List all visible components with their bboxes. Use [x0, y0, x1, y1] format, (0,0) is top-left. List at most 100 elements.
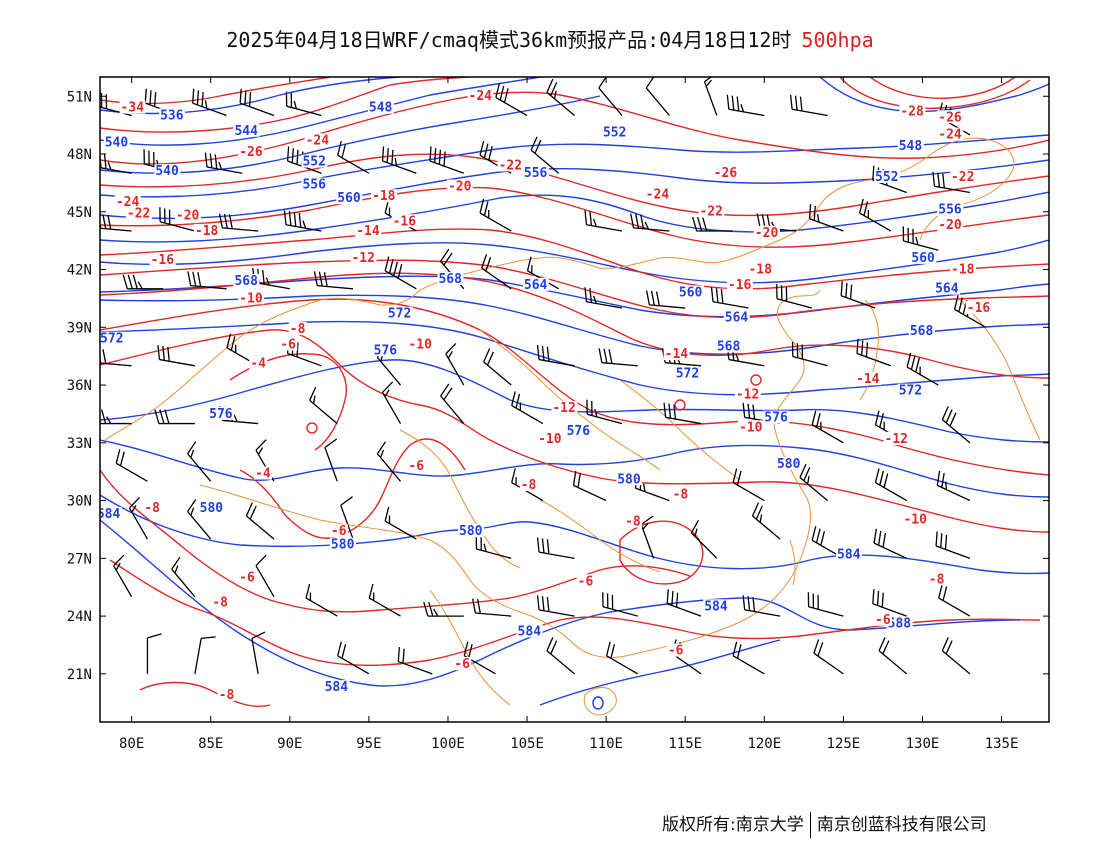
- wind-barb-feather: [541, 596, 545, 611]
- tmp-contour-12: [100, 272, 1049, 379]
- wind-barb-feather: [546, 539, 550, 554]
- temperature-label-bg: [119, 100, 146, 114]
- wind-barb-feather: [265, 277, 270, 286]
- wind-barb-feather: [503, 88, 509, 103]
- wind-barb-feather: [187, 271, 192, 286]
- wind-barb: [511, 391, 544, 425]
- tmp-contour-26: [100, 77, 471, 133]
- geopotential-label-bg: [233, 273, 260, 287]
- lat-tick-label: 21N: [67, 667, 92, 683]
- wind-barb-staff: [382, 160, 417, 174]
- wind-barb: [483, 348, 512, 386]
- geopotential-label-bg: [775, 456, 802, 470]
- wind-barb-staff: [538, 551, 575, 559]
- wind-barb-staff: [776, 298, 812, 309]
- wind-barb: [840, 281, 876, 309]
- lat-tick-label: 30N: [67, 494, 92, 510]
- wind-barb-feather: [861, 340, 864, 356]
- wind-barb-feather: [650, 290, 655, 306]
- hgt-contour-544: [100, 95, 601, 174]
- wind-barb-feather: [93, 348, 96, 362]
- wind-barb-staff: [859, 212, 892, 232]
- wind-barb: [572, 470, 607, 502]
- temperature-label-bg: [193, 223, 220, 237]
- wind-barb-feather: [815, 528, 821, 544]
- wind-barb-staff: [286, 105, 322, 117]
- wind-barb-staff: [954, 308, 987, 328]
- temperature-label-bg: [927, 572, 946, 586]
- wind-barb: [692, 216, 733, 232]
- temperature-label: -20: [755, 226, 779, 241]
- temperature-label: -24: [469, 89, 493, 104]
- wind-barb-feather: [546, 346, 550, 362]
- wind-barb-feather: [302, 220, 307, 229]
- geopotential-label-bg: [198, 501, 225, 515]
- temperature-label-bg: [174, 208, 201, 222]
- geopotential-label: 568: [910, 324, 934, 339]
- wind-barb: [423, 601, 464, 617]
- geopotential-label-bg: [723, 310, 750, 324]
- wind-barb-feather: [808, 204, 812, 219]
- tmp-contour-8: [100, 329, 1049, 533]
- wind-barb-feather: [486, 351, 495, 366]
- wind-barb: [376, 441, 402, 482]
- wind-barb: [936, 470, 971, 502]
- wind-barb: [710, 287, 749, 309]
- temperature-label: -24: [306, 133, 330, 148]
- wind-barb: [872, 589, 907, 617]
- hgt-contour-588b: [539, 639, 781, 706]
- wind-barb-feather: [958, 297, 964, 312]
- wind-barb: [799, 463, 828, 502]
- temperature-label: -6: [668, 644, 684, 659]
- temperature-label-bg: [467, 89, 494, 103]
- wind-barb-feather: [881, 592, 884, 608]
- wind-barb: [751, 502, 781, 540]
- wind-barb: [324, 438, 338, 482]
- wind-barb-feather: [423, 601, 429, 617]
- temperature-contours: [100, 77, 1049, 707]
- wind-barb-feather: [171, 556, 181, 570]
- wind-barb-staff: [445, 353, 465, 386]
- wind-barb-feather: [645, 77, 655, 89]
- wind-barb-feather: [859, 198, 864, 214]
- wind-barb-feather: [747, 596, 751, 611]
- wind-barb-staff: [538, 609, 575, 617]
- wind-barb-feather: [384, 256, 390, 271]
- wind-barb-staff: [586, 224, 623, 232]
- wind-barb-feather: [481, 254, 488, 269]
- wind-barb-feather: [553, 90, 557, 99]
- wind-barb-feather: [154, 409, 160, 424]
- wind-barb-feather: [584, 210, 588, 225]
- wind-barb-feather: [882, 640, 890, 655]
- wind-barb-staff: [511, 482, 544, 502]
- temperature-label: -24: [646, 187, 670, 202]
- wind-barb-feather: [865, 342, 869, 357]
- wind-barb-staff: [752, 515, 781, 540]
- geopotential-label: 584: [518, 624, 542, 639]
- wind-barb-feather: [93, 214, 96, 228]
- wind-barb-feather: [388, 259, 394, 274]
- title-level: 500hpa: [801, 28, 874, 52]
- temperature-label: -12: [736, 388, 759, 403]
- geopotential-label: 572: [388, 307, 411, 322]
- wind-barb-feather: [488, 145, 493, 161]
- tmp-contour-small-loop3: [750, 374, 762, 386]
- wind-barb-feather: [878, 637, 886, 651]
- wind-barb-staff: [159, 221, 196, 232]
- wind-barb-staff: [340, 505, 354, 540]
- temperature-label-bg: [254, 466, 273, 480]
- temperature-label: -16: [393, 214, 417, 229]
- geopotential-label: 568: [717, 339, 741, 354]
- wind-barb-feather: [187, 499, 197, 512]
- wind-barb-feather: [106, 416, 112, 424]
- wind-barb: [381, 146, 417, 174]
- title-main: 2025年04月18日WRF/cmaq模式36km预报产品:04月18日12时: [226, 28, 792, 52]
- temperature-label: -26: [938, 110, 962, 125]
- wind-barb-staff: [666, 603, 702, 617]
- wind-barb-feather: [752, 597, 756, 612]
- geopotential-label: 584: [837, 547, 861, 562]
- wind-barb-staff: [799, 476, 828, 502]
- wind-barb-staff: [606, 655, 639, 675]
- wind-barb-feather: [479, 140, 485, 156]
- wind-barb-staff: [872, 603, 907, 617]
